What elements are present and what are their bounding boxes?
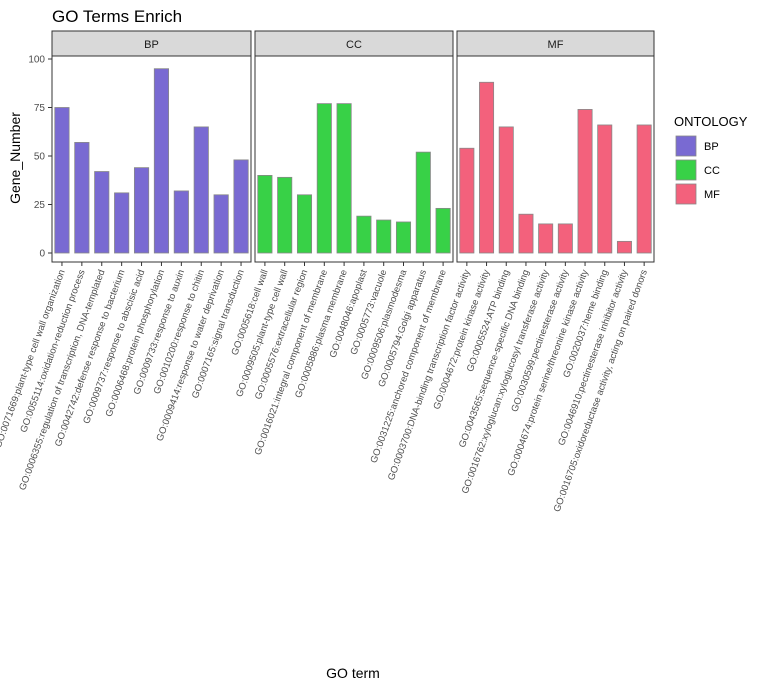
- facet-panel-cc: CC: [254, 30, 454, 263]
- y-tick-label: 50: [34, 152, 46, 163]
- bar-cc-10: [435, 207, 451, 254]
- bar-bp-1: [54, 107, 70, 254]
- y-axis-title: Gene_Number: [7, 112, 23, 204]
- bar-bp-6: [153, 68, 170, 254]
- bar-bp-2: [74, 142, 90, 254]
- bar-bp-4: [114, 192, 130, 254]
- bar-mf-2: [479, 81, 495, 254]
- x-tick-label: GO:0071669:plant-type cell wall organiza…: [0, 268, 68, 449]
- bar-cc-9: [415, 151, 431, 254]
- bar-bp-9: [213, 194, 229, 254]
- facet-panel-bp: BP: [51, 30, 252, 263]
- facet-strip-label: CC: [346, 39, 362, 51]
- facet-strip-label: MF: [548, 39, 564, 51]
- bar-mf-8: [597, 124, 613, 254]
- bar-bp-8: [193, 126, 209, 254]
- bar-mf-10: [636, 124, 652, 254]
- facet-panel-mf: MF: [456, 30, 655, 263]
- panel-border: [51, 55, 252, 263]
- bar-bp-7: [173, 190, 189, 254]
- legend-label-bp: BP: [704, 141, 719, 153]
- bar-cc-5: [336, 103, 352, 254]
- bar-cc-4: [316, 103, 332, 254]
- bar-cc-3: [296, 194, 313, 254]
- panel-border: [456, 55, 655, 263]
- bar-cc-6: [356, 215, 372, 254]
- legend-key-bp: [675, 135, 697, 157]
- bar-mf-3: [498, 126, 514, 254]
- bar-cc-1: [257, 174, 273, 254]
- bar-bp-5: [133, 167, 150, 254]
- bar-cc-2: [277, 176, 293, 254]
- y-axis: 0 25 50 75 100: [28, 55, 52, 260]
- facet-panels: BP CC MF: [51, 30, 655, 263]
- legend: ONTOLOGY BP CC MF: [674, 114, 748, 205]
- y-tick-label: 0: [39, 249, 45, 260]
- bar-bp-10: [233, 159, 249, 254]
- facet-strip: [51, 30, 252, 57]
- legend-key-mf: [675, 183, 697, 205]
- bar-cc-8: [395, 221, 412, 254]
- bar-bp-3: [94, 171, 110, 254]
- legend-label-cc: CC: [704, 165, 720, 177]
- x-tick-label: GO:0006355:regulation of transcription, …: [17, 268, 107, 492]
- legend-key-cc: [675, 159, 697, 181]
- chart-title: GO Terms Enrich: [52, 7, 182, 26]
- facet-strip-label: BP: [144, 39, 159, 51]
- panel-border: [254, 55, 454, 263]
- legend-label-mf: MF: [704, 189, 720, 201]
- bar-mf-6: [557, 223, 573, 254]
- bar-mf-1: [459, 147, 475, 254]
- bar-mf-9: [616, 240, 632, 254]
- x-axis-tick-labels: GO:0071669:plant-type cell wall organiza…: [0, 262, 650, 514]
- y-tick-label: 100: [28, 55, 45, 66]
- bar-mf-5: [538, 223, 554, 254]
- legend-title: ONTOLOGY: [674, 114, 748, 129]
- bar-mf-4: [518, 213, 534, 254]
- bar-cc-7: [376, 219, 392, 254]
- bar-mf-7: [577, 109, 593, 254]
- y-tick-label: 75: [34, 103, 46, 114]
- x-axis-title: GO term: [326, 665, 380, 681]
- y-tick-label: 25: [34, 200, 46, 211]
